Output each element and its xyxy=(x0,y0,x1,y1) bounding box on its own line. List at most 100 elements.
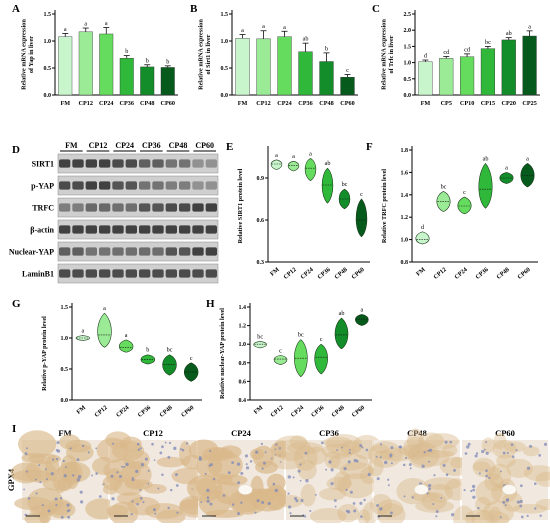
nucleus xyxy=(152,508,156,512)
nucleus xyxy=(144,457,148,461)
lane-label: CP48 xyxy=(169,141,188,150)
nucleus xyxy=(245,466,250,470)
y-tick-label: 0.6 xyxy=(239,379,247,385)
stain-region xyxy=(407,442,440,469)
significance-letter: ab xyxy=(506,30,512,37)
nucleus xyxy=(47,509,51,513)
violin xyxy=(478,162,493,209)
stain-region xyxy=(333,470,352,492)
panel-letter: F xyxy=(366,141,373,153)
bar xyxy=(277,36,292,96)
nucleus xyxy=(478,472,481,475)
stain-region xyxy=(143,483,167,494)
ihc-tile: CP48 xyxy=(367,428,472,527)
stain-region xyxy=(59,434,81,450)
nucleus xyxy=(485,469,488,473)
nucleus xyxy=(375,455,378,458)
y-tick-label: 0.0 xyxy=(404,93,412,99)
nucleus xyxy=(272,482,276,486)
nucleus xyxy=(328,460,332,464)
blot-band xyxy=(139,181,151,190)
panel-B: B 0.0 0.5 1.0 1.5 Relative mRNA expression of … xyxy=(190,3,358,107)
blot-band xyxy=(125,181,137,190)
blot-membrane xyxy=(57,263,219,284)
nucleus xyxy=(135,469,139,473)
nucleus xyxy=(334,505,337,508)
nucleus xyxy=(278,454,281,457)
x-tick-label: CP24 xyxy=(277,100,291,107)
stain-region xyxy=(300,483,316,507)
y-tick-label: 0.8 xyxy=(239,361,247,367)
y-tick-label: 1.0 xyxy=(239,342,247,348)
vessel xyxy=(238,484,253,495)
nucleus xyxy=(261,501,265,504)
nucleus xyxy=(136,442,140,446)
significance-letter: b xyxy=(146,57,149,64)
nucleus xyxy=(376,477,380,481)
x-tick-label: CP12 xyxy=(269,404,285,419)
nucleus xyxy=(305,479,309,483)
blot-band xyxy=(152,181,164,190)
nucleus xyxy=(206,496,210,499)
violin xyxy=(520,163,535,188)
ihc-group-label: CP36 xyxy=(319,428,339,438)
stain-region xyxy=(418,432,444,448)
nucleus xyxy=(142,501,145,504)
x-tick-label: CP12 xyxy=(79,100,93,107)
stain-region xyxy=(214,481,243,505)
stain-region xyxy=(450,457,466,469)
nucleus xyxy=(136,502,139,506)
panel-letter: B xyxy=(190,3,198,15)
nucleus xyxy=(118,474,122,478)
nucleus xyxy=(249,460,253,463)
stain-region xyxy=(425,433,460,450)
stain-region xyxy=(18,430,57,458)
stain-region xyxy=(472,457,496,478)
nucleus xyxy=(347,460,351,464)
violin xyxy=(97,312,112,348)
x-tick-label: CP12 xyxy=(432,266,448,281)
nucleus xyxy=(110,474,114,478)
blot-band xyxy=(205,181,217,190)
nucleus xyxy=(353,509,357,513)
stain-region xyxy=(102,484,118,495)
blot-band xyxy=(85,203,97,212)
blot-band xyxy=(192,203,204,212)
nucleus xyxy=(274,442,278,447)
nucleus xyxy=(409,467,412,470)
nucleus xyxy=(112,442,115,445)
x-tick-label: CP20 xyxy=(502,100,516,107)
y-axis-label: of Sirt1 in liver xyxy=(205,34,212,74)
blot-band xyxy=(139,203,151,212)
nucleus xyxy=(161,445,164,449)
blot-band xyxy=(192,269,204,278)
blot-band xyxy=(192,247,204,256)
x-tick-label: FM xyxy=(421,100,431,107)
nucleus xyxy=(255,450,259,454)
x-tick-label: CP25 xyxy=(522,100,536,107)
stain-region xyxy=(472,461,491,472)
panel-letter: G xyxy=(12,298,21,310)
lane-label: CP24 xyxy=(115,141,134,150)
nucleus xyxy=(153,459,156,462)
y-tick-label: 0.5 xyxy=(61,367,69,373)
bar xyxy=(119,58,134,96)
nucleus xyxy=(367,472,371,477)
y-tick-label: 1.0 xyxy=(61,336,69,342)
violin xyxy=(118,339,134,353)
blot-band xyxy=(192,181,204,190)
significance-letter: d xyxy=(421,224,425,231)
nucleus xyxy=(209,502,213,506)
y-axis-label: Relative TRFC protein level xyxy=(381,169,388,243)
nucleus xyxy=(403,495,406,498)
significance-letter: a xyxy=(84,21,87,28)
stain-region xyxy=(156,456,186,468)
stain-region xyxy=(485,466,502,481)
blot-band xyxy=(59,225,71,234)
nucleus xyxy=(384,460,388,465)
blot-band xyxy=(85,159,97,168)
blot-band xyxy=(125,247,137,256)
nucleus xyxy=(60,515,64,519)
y-tick-label: 0.8 xyxy=(401,260,409,266)
stain-region xyxy=(319,487,347,501)
